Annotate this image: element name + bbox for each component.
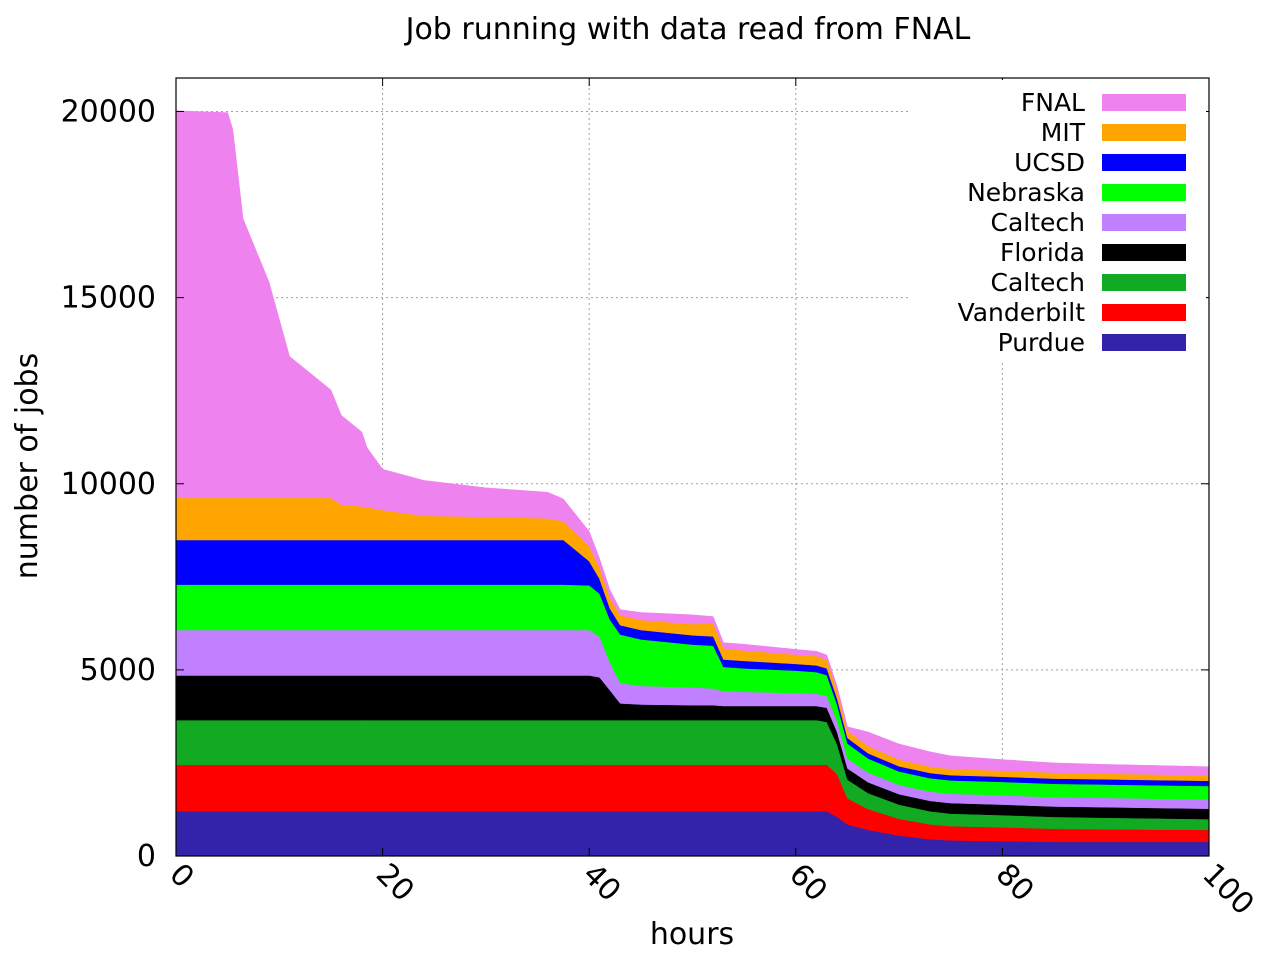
legend-swatch [1102,154,1186,171]
legend-swatch [1102,244,1186,261]
legend-label: Florida [1000,238,1085,267]
plot-frame [175,77,1210,857]
legend-label: Nebraska [967,178,1085,207]
legend-swatch [1102,124,1186,141]
legend-label: MIT [1041,118,1086,147]
y-tick-label: 0 [137,839,156,874]
legend-label: UCSD [1014,148,1085,177]
x-tick-label: 80 [989,857,1041,909]
y-axis-title: number of jobs [10,353,45,579]
legend-label: FNAL [1021,88,1085,117]
legend-label: Caltech [991,268,1086,297]
legend-label: Caltech [991,208,1086,237]
chart-title: Job running with data read from FNAL [404,12,971,47]
x-tick-label: 100 [1195,857,1260,922]
x-tick-label: 0 [162,857,200,895]
legend-swatch [1102,184,1186,201]
area-series-group [175,110,1210,857]
legend-swatch [1102,304,1186,321]
legend-label: Vanderbilt [958,298,1086,327]
y-tick-label: 15000 [61,281,156,316]
x-tick-label: 60 [782,857,834,909]
y-tick-label: 20000 [61,95,156,130]
legend: FNALMITUCSDNebraskaCaltechFloridaCaltech… [908,80,1206,360]
legend-label: Purdue [998,328,1085,357]
legend-swatch [1102,334,1186,351]
x-tick-label: 20 [369,857,421,909]
y-tick-label: 10000 [61,467,156,502]
legend-swatch [1102,214,1186,231]
legend-swatch [1102,94,1186,111]
x-tick-label: 40 [576,857,628,909]
x-axis-title: hours [650,917,734,952]
legend-swatch [1102,274,1186,291]
y-tick-label: 5000 [80,653,156,688]
